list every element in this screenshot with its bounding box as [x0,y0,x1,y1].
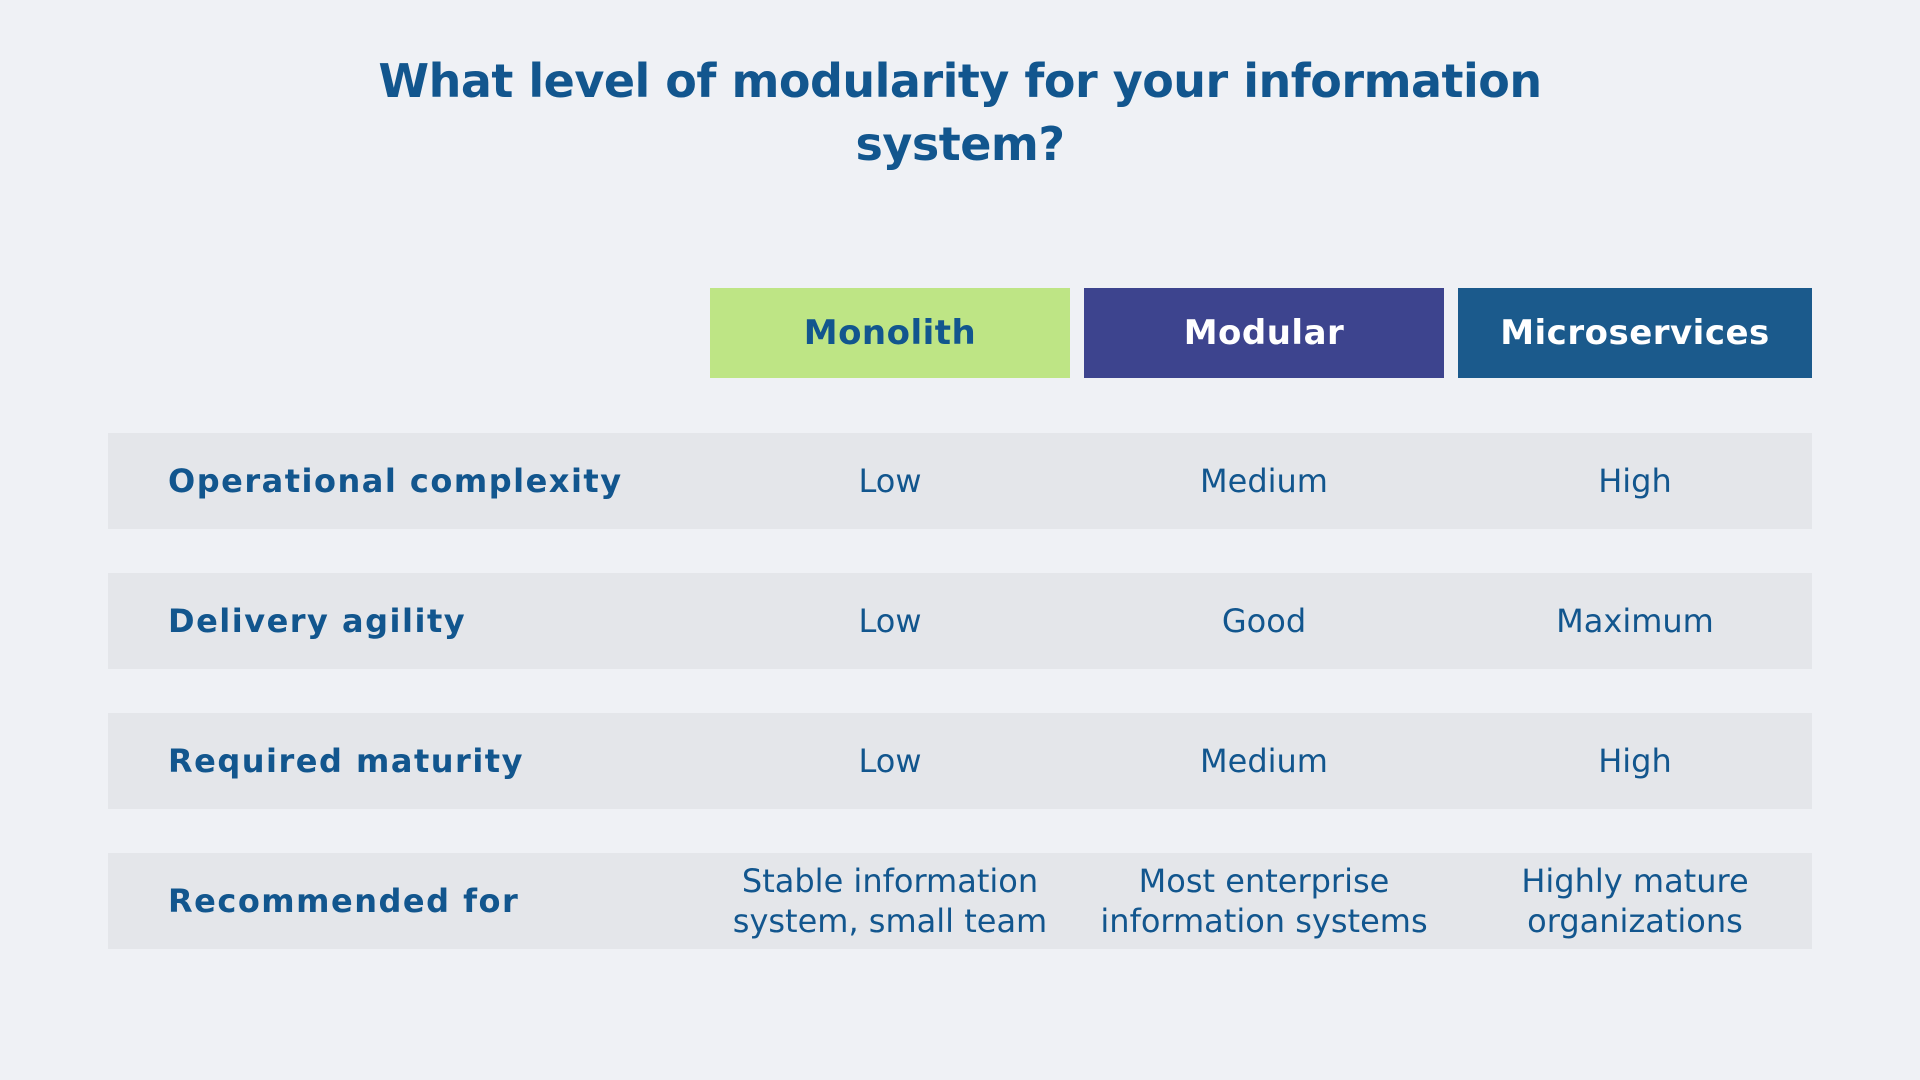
table-row-operational-complexity: Operational complexity Low Medium High [108,433,1812,529]
cell-value: Medium [1200,462,1328,500]
row-label: Operational complexity [168,462,623,500]
row-label: Required maturity [168,742,524,780]
column-header-monolith: Monolith [710,288,1070,378]
cell-value: Low [858,602,922,640]
cell-value: High [1598,742,1672,780]
cell-value: Highly mature organizations [1521,862,1749,940]
cell-value: Low [858,742,922,780]
column-header-modular: Modular [1084,288,1444,378]
cell-value: Good [1221,602,1307,640]
cell-value: Maximum [1556,602,1714,640]
column-header-microservices: Microservices [1458,288,1812,378]
page-title: What level of modularity for your inform… [0,50,1920,176]
title-line-1: What level of modularity for your inform… [378,54,1542,108]
header-row: Monolith Modular Microservices [108,288,1812,378]
cell-value: High [1598,462,1672,500]
cell-value: Low [858,462,922,500]
cell-value: Medium [1200,742,1328,780]
table-row-recommended-for: Recommended for Stable information syste… [108,853,1812,949]
title-line-2: system? [855,117,1065,171]
cell-value: Stable information system, small team [732,862,1048,940]
table-row-delivery-agility: Delivery agility Low Good Maximum [108,573,1812,669]
row-label: Recommended for [168,882,520,920]
row-label: Delivery agility [168,602,467,640]
table-row-required-maturity: Required maturity Low Medium High [108,713,1812,809]
comparison-table: Monolith Modular Microservices Operation… [108,288,1812,949]
cell-value: Most enterprise information systems [1100,862,1428,940]
